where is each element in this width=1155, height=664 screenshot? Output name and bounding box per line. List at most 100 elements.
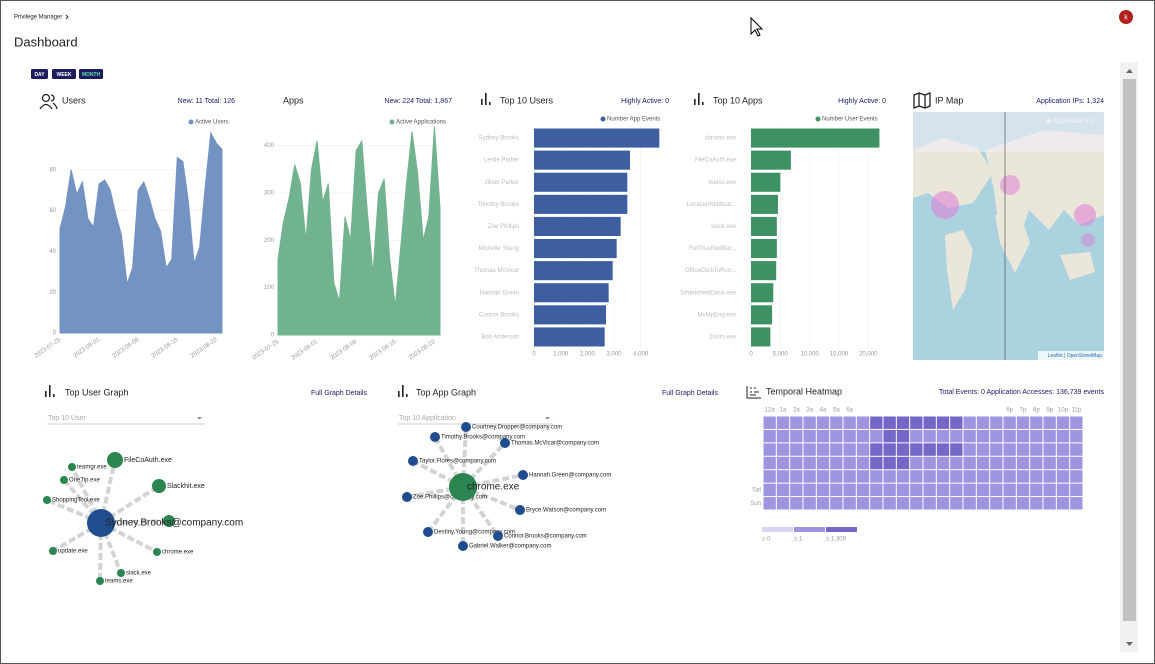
- heat-cell[interactable]: [923, 416, 936, 429]
- heat-cell[interactable]: [763, 429, 776, 443]
- heat-cell[interactable]: [843, 497, 856, 510]
- heat-cell[interactable]: [1030, 429, 1043, 443]
- bar[interactable]: [534, 172, 628, 192]
- heat-cell[interactable]: [963, 483, 976, 497]
- graph-node[interactable]: [60, 476, 68, 484]
- heat-cell[interactable]: [910, 429, 923, 443]
- breadcrumb[interactable]: Privilege Manager: [14, 15, 62, 21]
- bar[interactable]: [751, 283, 774, 303]
- heat-cell[interactable]: [870, 429, 883, 443]
- heat-cell[interactable]: [830, 456, 843, 470]
- heat-cell[interactable]: [856, 416, 870, 429]
- heat-cell[interactable]: [976, 497, 990, 510]
- graph-link[interactable]: Full Graph Details: [662, 390, 719, 397]
- heat-cell[interactable]: [976, 443, 990, 456]
- graph-node[interactable]: [430, 432, 440, 442]
- heat-cell[interactable]: [843, 416, 856, 429]
- map[interactable]: [913, 112, 1104, 360]
- heat-cell[interactable]: [763, 416, 776, 429]
- heat-cell[interactable]: [816, 483, 830, 497]
- graph-node[interactable]: [461, 422, 471, 432]
- heat-cell[interactable]: [1056, 470, 1070, 483]
- heat-cell[interactable]: [936, 470, 950, 483]
- heat-cell[interactable]: [1030, 416, 1043, 429]
- heat-cell[interactable]: [963, 443, 976, 456]
- heat-cell[interactable]: [896, 456, 910, 470]
- heat-cell[interactable]: [910, 497, 923, 510]
- heat-cell[interactable]: [763, 456, 776, 470]
- heat-cell[interactable]: [1070, 456, 1083, 470]
- heat-cell[interactable]: [803, 470, 816, 483]
- heat-cell[interactable]: [1030, 443, 1043, 456]
- graph-node[interactable]: [96, 577, 104, 585]
- heat-cell[interactable]: [803, 483, 816, 497]
- heat-cell[interactable]: [1003, 443, 1016, 456]
- heat-cell[interactable]: [910, 416, 923, 429]
- bar[interactable]: [534, 283, 609, 303]
- heat-cell[interactable]: [870, 483, 883, 497]
- heat-cell[interactable]: [923, 456, 936, 470]
- avatar-initial[interactable]: k: [1124, 14, 1128, 21]
- graph-center-node[interactable]: [449, 473, 477, 501]
- heat-cell[interactable]: [936, 456, 950, 470]
- select-placeholder[interactable]: Top 10 User: [48, 415, 86, 422]
- graph-node[interactable]: [402, 492, 412, 502]
- heat-cell[interactable]: [976, 470, 990, 483]
- heat-cell[interactable]: [1003, 470, 1016, 483]
- heat-cell[interactable]: [1070, 470, 1083, 483]
- select-caret[interactable]: [545, 417, 550, 420]
- heat-cell[interactable]: [856, 483, 870, 497]
- heat-cell[interactable]: [1030, 497, 1043, 510]
- heat-cell[interactable]: [883, 470, 896, 483]
- heat-cell[interactable]: [1070, 483, 1083, 497]
- graph-node[interactable]: [518, 470, 528, 480]
- graph-node[interactable]: [458, 541, 468, 551]
- heat-cell[interactable]: [763, 497, 776, 510]
- graph-center-node[interactable]: [87, 509, 115, 537]
- heat-cell[interactable]: [843, 456, 856, 470]
- heat-cell[interactable]: [1003, 497, 1016, 510]
- graph-node[interactable]: [153, 548, 161, 556]
- range-button[interactable]: [52, 69, 76, 79]
- heat-cell[interactable]: [856, 443, 870, 456]
- heat-cell[interactable]: [896, 497, 910, 510]
- heat-cell[interactable]: [830, 483, 843, 497]
- heat-cell[interactable]: [763, 443, 776, 456]
- heat-cell[interactable]: [1056, 483, 1070, 497]
- heat-cell[interactable]: [990, 483, 1003, 497]
- heat-cell[interactable]: [910, 456, 923, 470]
- map-attribution[interactable]: Leaflet | OpenStreetMap: [1048, 353, 1103, 359]
- heat-cell[interactable]: [976, 416, 990, 429]
- avatar[interactable]: [1119, 10, 1133, 24]
- graph-node[interactable]: [163, 515, 175, 527]
- heat-cell[interactable]: [776, 456, 790, 470]
- heat-cell[interactable]: [803, 429, 816, 443]
- heat-cell[interactable]: [896, 483, 910, 497]
- heat-cell[interactable]: [923, 483, 936, 497]
- scroll-down[interactable]: [1126, 642, 1133, 646]
- heat-cell[interactable]: [776, 429, 790, 443]
- heat-cell[interactable]: [1030, 470, 1043, 483]
- heat-cell[interactable]: [763, 470, 776, 483]
- heat-cell[interactable]: [950, 456, 963, 470]
- heat-cell[interactable]: [1016, 470, 1030, 483]
- scroll-up[interactable]: [1126, 69, 1133, 73]
- select-caret[interactable]: [197, 417, 202, 420]
- graph-node[interactable]: [49, 547, 57, 555]
- graph-node[interactable]: [107, 452, 123, 468]
- heat-cell[interactable]: [1043, 470, 1056, 483]
- bar[interactable]: [751, 172, 781, 192]
- heat-cell[interactable]: [1030, 483, 1043, 497]
- heat-cell[interactable]: [1056, 456, 1070, 470]
- heat-cell[interactable]: [776, 470, 790, 483]
- graph-node[interactable]: [500, 438, 510, 448]
- heat-cell[interactable]: [923, 443, 936, 456]
- heat-cell[interactable]: [990, 429, 1003, 443]
- heat-cell[interactable]: [883, 497, 896, 510]
- heat-cell[interactable]: [1043, 429, 1056, 443]
- graph-node[interactable]: [117, 569, 125, 577]
- select-placeholder[interactable]: Top 10 Application: [399, 415, 456, 422]
- heat-cell[interactable]: [910, 443, 923, 456]
- bar[interactable]: [751, 194, 778, 214]
- heat-cell[interactable]: [763, 483, 776, 497]
